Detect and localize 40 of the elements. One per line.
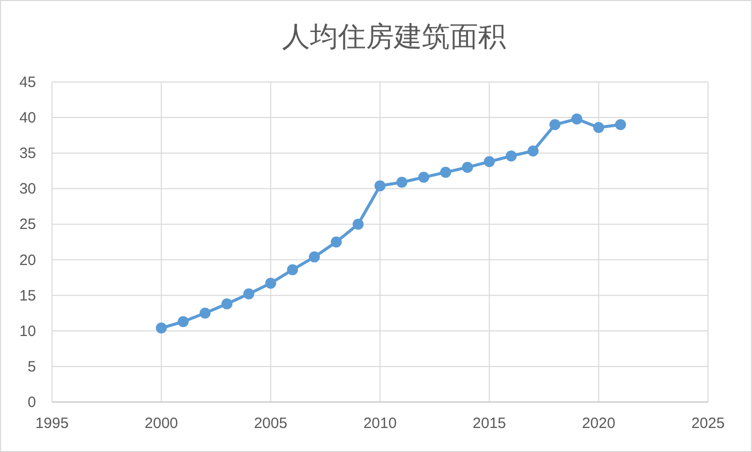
x-tick-label: 2025: [691, 415, 725, 432]
point: [287, 264, 298, 276]
x-tick-label: 2020: [582, 415, 616, 432]
point: [506, 150, 517, 162]
point: [528, 145, 539, 156]
chart-title: 人均住房建筑面积: [282, 21, 506, 52]
y-tick-label: 0: [28, 394, 36, 411]
point: [440, 166, 452, 178]
point: [396, 176, 408, 188]
point: [593, 122, 604, 134]
x-tick-label: 1995: [35, 415, 69, 432]
y-tick-label: 45: [19, 74, 36, 91]
y-tick-label: 35: [19, 145, 36, 162]
y-tick-label: 5: [28, 358, 36, 376]
y-tick-label: 40: [19, 110, 36, 127]
point: [308, 251, 320, 262]
point: [418, 172, 430, 183]
point: [156, 322, 167, 334]
point: [330, 236, 342, 248]
point: [352, 218, 364, 230]
point: [178, 316, 189, 328]
point: [484, 156, 495, 168]
x-tick-label: 2015: [472, 415, 506, 432]
point: [200, 308, 211, 319]
y-tick-label: 30: [19, 180, 36, 198]
y-tick-label: 25: [19, 216, 36, 234]
point: [615, 119, 626, 130]
point: [243, 288, 254, 300]
x-tick-label: 2000: [144, 415, 178, 432]
point: [265, 278, 276, 289]
y-tick-label: 15: [19, 287, 36, 304]
point: [462, 162, 473, 173]
y-tick-label: 20: [19, 252, 36, 269]
point: [549, 119, 560, 130]
x-tick-label: 2005: [254, 415, 288, 432]
point: [221, 298, 232, 310]
y-tick-label: 10: [19, 322, 36, 340]
x-tick-label: 2010: [363, 415, 397, 432]
point: [571, 113, 582, 124]
point: [374, 180, 386, 192]
